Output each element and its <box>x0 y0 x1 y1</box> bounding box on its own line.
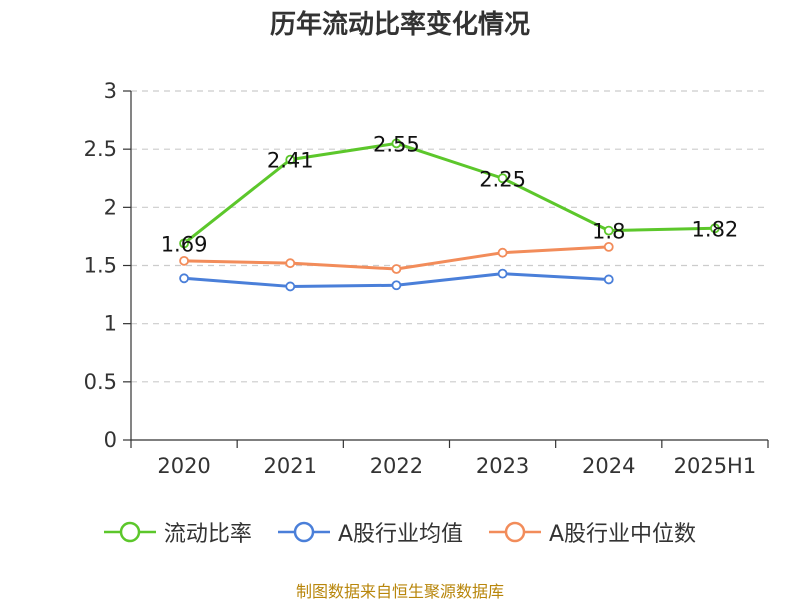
data-point-industry-median-2024 <box>603 241 614 252</box>
legend-marker-industry-mean <box>277 521 330 543</box>
y-tick-label: 2.5 <box>84 137 117 161</box>
x-tick-label-2025H1: 2025H1 <box>674 454 757 478</box>
data-label-2024: 1.8 <box>592 220 625 244</box>
y-tick-label: 2 <box>104 195 117 219</box>
legend-label-current-ratio: 流动比率 <box>163 522 252 547</box>
legend-item-current-ratio[interactable]: 流动比率 <box>103 516 252 548</box>
legend-label-industry-median: A股行业中位数 <box>549 522 697 547</box>
data-source-note: 制图数据来自恒生聚源数据库 <box>295 582 504 601</box>
data-point-current-ratio-2024 <box>603 225 614 236</box>
data-label-2021: 2.41 <box>267 149 314 173</box>
data-point-industry-median-2020 <box>179 255 189 266</box>
legend-circle-current-ratio <box>119 521 141 543</box>
x-tick-label-2020: 2020 <box>157 454 210 478</box>
data-label-2020: 1.69 <box>161 232 208 256</box>
data-point-industry-median-2022 <box>391 264 402 274</box>
data-point-current-ratio-2025H1 <box>710 223 720 234</box>
legend-circle-industry-median <box>504 521 526 543</box>
chart-title: 历年流动比率变化情况 <box>269 10 530 40</box>
x-tick-label-2024: 2024 <box>582 454 635 478</box>
data-label-2025H1: 1.82 <box>692 217 739 241</box>
y-tick-label: 0.5 <box>84 370 117 394</box>
data-label-2023: 2.25 <box>479 167 526 191</box>
y-tick-label: 3 <box>104 79 117 103</box>
data-point-industry-median-2021 <box>285 258 296 269</box>
data-point-current-ratio-2021 <box>285 154 296 165</box>
legend-marker-industry-median <box>489 521 541 543</box>
data-point-industry-mean-2024 <box>603 274 614 285</box>
series-line-current-ratio <box>183 141 715 245</box>
data-point-industry-mean-2020 <box>179 273 189 284</box>
data-point-current-ratio-2022 <box>391 138 402 149</box>
x-tick-label-2023: 2023 <box>476 454 529 478</box>
legend-item-industry-mean[interactable]: A股行业均值 <box>277 516 463 548</box>
data-point-industry-mean-2021 <box>285 281 296 292</box>
data-point-industry-mean-2022 <box>391 280 402 291</box>
legend-label-industry-mean: A股行业均值 <box>337 522 463 547</box>
data-point-industry-mean-2023 <box>497 268 508 279</box>
y-tick-label: 0 <box>104 428 117 452</box>
data-point-current-ratio-2020 <box>179 238 189 249</box>
legend-marker-current-ratio <box>103 521 156 543</box>
legend-item-industry-median[interactable]: A股行业中位数 <box>489 516 696 548</box>
x-tick-label-2022: 2022 <box>370 454 423 478</box>
x-tick-label-2021: 2021 <box>264 454 317 478</box>
y-tick-label: 1.5 <box>84 254 117 278</box>
legend-circle-industry-mean <box>293 521 315 543</box>
data-point-current-ratio-2023 <box>497 173 508 184</box>
chart-legend: 流动比率 A股行业均值 A股行业中位数 <box>0 516 800 548</box>
data-point-industry-median-2023 <box>497 247 508 258</box>
y-tick-label: 1 <box>104 312 117 336</box>
data-label-2022: 2.55 <box>373 132 420 156</box>
